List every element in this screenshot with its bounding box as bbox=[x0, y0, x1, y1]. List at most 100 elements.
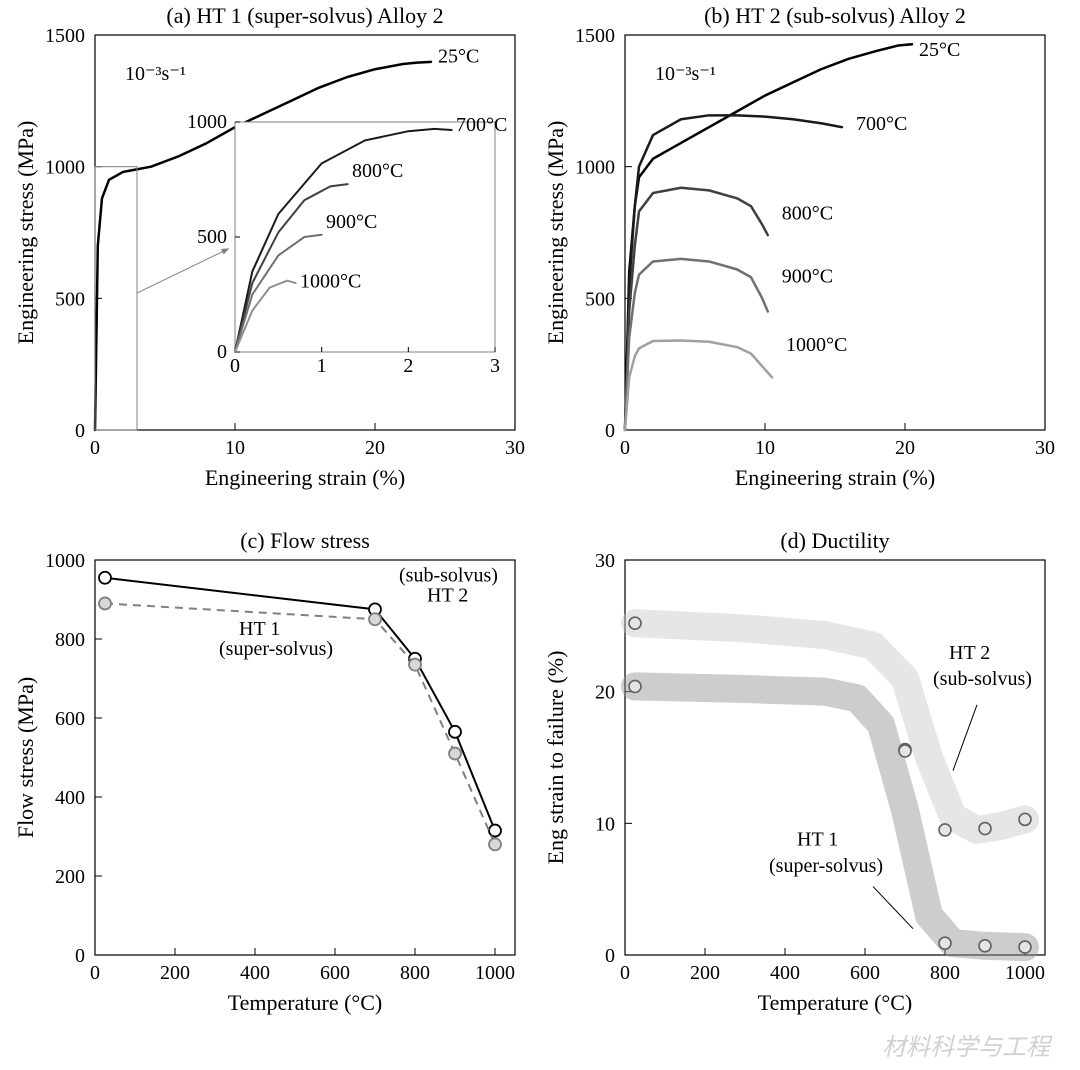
svg-text:Flow stress (MPa): Flow stress (MPa) bbox=[13, 677, 38, 838]
series-HT 2 (sub-solvus) bbox=[105, 578, 495, 831]
svg-text:0: 0 bbox=[75, 945, 85, 967]
svg-text:(super-solvus): (super-solvus) bbox=[769, 855, 883, 877]
svg-text:800°C: 800°C bbox=[782, 202, 833, 224]
svg-text:1500: 1500 bbox=[575, 25, 615, 47]
svg-text:25°C: 25°C bbox=[438, 46, 479, 68]
svg-text:400: 400 bbox=[770, 962, 800, 984]
marker bbox=[99, 597, 111, 609]
svg-text:1000: 1000 bbox=[1005, 962, 1045, 984]
svg-text:30: 30 bbox=[595, 550, 615, 572]
svg-text:(b) HT 2 (sub-solvus) Alloy 2: (b) HT 2 (sub-solvus) Alloy 2 bbox=[704, 3, 966, 28]
svg-text:900°C: 900°C bbox=[782, 266, 833, 288]
svg-text:10: 10 bbox=[595, 813, 615, 835]
marker bbox=[489, 838, 501, 850]
svg-text:1000: 1000 bbox=[475, 962, 515, 984]
svg-text:0: 0 bbox=[90, 962, 100, 984]
panel-d: 0 200 400 600 800 1000 0 10 20 30 Temperature (°C)… bbox=[543, 528, 1045, 1015]
svg-text:20: 20 bbox=[595, 682, 615, 704]
svg-text:1000: 1000 bbox=[187, 111, 227, 133]
panel-b: 0 10 20 30 0 500 1000 1500 Engineering strain (%… bbox=[543, 3, 1055, 490]
point bbox=[979, 823, 991, 835]
point bbox=[979, 940, 991, 952]
svg-text:0: 0 bbox=[620, 437, 630, 459]
svg-text:3: 3 bbox=[490, 355, 500, 377]
svg-text:600: 600 bbox=[850, 962, 880, 984]
svg-text:(a) HT 1 (super-solvus) Alloy: (a) HT 1 (super-solvus) Alloy 2 bbox=[166, 3, 443, 28]
svg-text:600: 600 bbox=[320, 962, 350, 984]
svg-text:20: 20 bbox=[895, 437, 915, 459]
svg-text:HT 1: HT 1 bbox=[239, 618, 280, 640]
svg-text:200: 200 bbox=[160, 962, 190, 984]
svg-text:900°C: 900°C bbox=[326, 211, 377, 233]
svg-text:600: 600 bbox=[55, 708, 85, 730]
point bbox=[629, 680, 641, 692]
svg-text:(d) Ductility: (d) Ductility bbox=[780, 528, 889, 553]
svg-text:Engineering strain (%): Engineering strain (%) bbox=[205, 465, 405, 490]
figure-4panel: 0102030050010001500Engineering strain (%… bbox=[0, 0, 1080, 1070]
svg-text:800°C: 800°C bbox=[352, 160, 403, 182]
svg-text:1000: 1000 bbox=[45, 550, 85, 572]
svg-text:HT 1: HT 1 bbox=[797, 829, 838, 851]
figure-svg: 0102030050010001500Engineering strain (%… bbox=[0, 0, 1080, 1070]
svg-text:200: 200 bbox=[55, 866, 85, 888]
svg-text:10⁻³s⁻¹: 10⁻³s⁻¹ bbox=[655, 63, 716, 85]
svg-text:700°C: 700°C bbox=[456, 114, 507, 136]
marker bbox=[369, 613, 381, 625]
point bbox=[939, 937, 951, 949]
svg-text:200: 200 bbox=[690, 962, 720, 984]
svg-text:0: 0 bbox=[90, 437, 100, 459]
svg-text:500: 500 bbox=[197, 226, 227, 248]
svg-text:0: 0 bbox=[217, 341, 227, 363]
marker bbox=[99, 572, 111, 584]
svg-text:500: 500 bbox=[55, 288, 85, 310]
svg-text:400: 400 bbox=[240, 962, 270, 984]
svg-text:20: 20 bbox=[365, 437, 385, 459]
svg-text:700°C: 700°C bbox=[856, 113, 907, 135]
svg-text:0: 0 bbox=[605, 420, 615, 442]
svg-text:30: 30 bbox=[1035, 437, 1055, 459]
svg-text:1: 1 bbox=[317, 355, 327, 377]
svg-text:800: 800 bbox=[930, 962, 960, 984]
svg-text:(c) Flow stress: (c) Flow stress bbox=[240, 528, 370, 553]
svg-text:Engineering stress (MPa): Engineering stress (MPa) bbox=[543, 121, 568, 345]
series-800°C bbox=[625, 188, 768, 430]
svg-text:1000°C: 1000°C bbox=[786, 334, 847, 356]
svg-text:Engineering strain (%): Engineering strain (%) bbox=[735, 465, 935, 490]
svg-text:1000°C: 1000°C bbox=[300, 271, 361, 293]
panel-a-inset: 0 1 2 3 0 500 1000 700°C 800°C 900°C 1000°C bbox=[187, 111, 507, 377]
svg-text:(sub-solvus): (sub-solvus) bbox=[933, 668, 1032, 690]
point bbox=[629, 617, 641, 629]
svg-text:Eng strain to failure (%): Eng strain to failure (%) bbox=[543, 651, 568, 865]
marker bbox=[449, 748, 461, 760]
point bbox=[1019, 813, 1031, 825]
marker bbox=[449, 726, 461, 738]
svg-text:800: 800 bbox=[400, 962, 430, 984]
svg-text:10: 10 bbox=[225, 437, 245, 459]
svg-text:1000: 1000 bbox=[45, 157, 85, 179]
svg-text:10⁻³s⁻¹: 10⁻³s⁻¹ bbox=[125, 63, 186, 85]
point bbox=[1019, 941, 1031, 953]
svg-text:400: 400 bbox=[55, 787, 85, 809]
svg-text:Temperature (°C): Temperature (°C) bbox=[758, 990, 912, 1015]
svg-text:(super-solvus): (super-solvus) bbox=[219, 638, 333, 660]
svg-text:10: 10 bbox=[755, 437, 775, 459]
svg-text:1500: 1500 bbox=[45, 25, 85, 47]
svg-text:0: 0 bbox=[605, 945, 615, 967]
svg-text:1000: 1000 bbox=[575, 157, 615, 179]
svg-text:(sub-solvus): (sub-solvus) bbox=[399, 565, 498, 587]
point bbox=[939, 824, 951, 836]
point bbox=[899, 745, 911, 757]
svg-text:Engineering stress (MPa): Engineering stress (MPa) bbox=[13, 121, 38, 345]
svg-text:25°C: 25°C bbox=[919, 39, 960, 61]
svg-text:30: 30 bbox=[505, 437, 525, 459]
svg-text:HT 2: HT 2 bbox=[427, 584, 468, 606]
svg-text:Temperature (°C): Temperature (°C) bbox=[228, 990, 382, 1015]
svg-text:0: 0 bbox=[620, 962, 630, 984]
svg-text:HT 2: HT 2 bbox=[949, 642, 990, 664]
svg-text:0: 0 bbox=[75, 420, 85, 442]
svg-text:500: 500 bbox=[585, 288, 615, 310]
panel-c: 0200400600800100002004006008001000Temper… bbox=[13, 528, 515, 1015]
svg-text:2: 2 bbox=[403, 355, 413, 377]
svg-text:0: 0 bbox=[230, 355, 240, 377]
marker bbox=[409, 659, 421, 671]
